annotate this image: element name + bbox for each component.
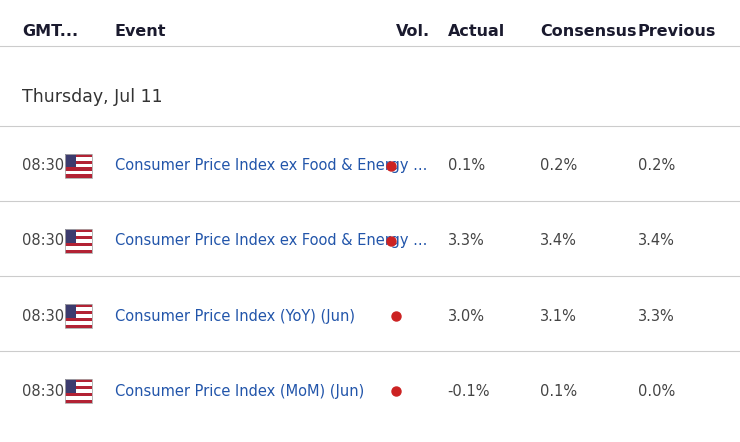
Text: 08:30: 08:30	[22, 309, 64, 324]
FancyBboxPatch shape	[65, 396, 92, 400]
Text: Consumer Price Index ex Food & Energy ...: Consumer Price Index ex Food & Energy ..…	[115, 158, 427, 173]
FancyBboxPatch shape	[65, 307, 92, 311]
Text: 3.1%: 3.1%	[540, 309, 577, 324]
Text: 0.2%: 0.2%	[540, 158, 577, 173]
Text: Actual: Actual	[448, 24, 505, 39]
FancyBboxPatch shape	[65, 304, 92, 307]
FancyBboxPatch shape	[65, 153, 76, 168]
FancyBboxPatch shape	[65, 160, 92, 164]
FancyBboxPatch shape	[65, 386, 92, 389]
FancyBboxPatch shape	[65, 153, 92, 157]
Text: Consensus: Consensus	[540, 24, 636, 39]
Text: 3.3%: 3.3%	[638, 309, 675, 324]
FancyBboxPatch shape	[65, 229, 76, 243]
Text: 3.0%: 3.0%	[448, 309, 485, 324]
Text: GMT...: GMT...	[22, 24, 78, 39]
Text: Vol.: Vol.	[396, 24, 430, 39]
Text: Consumer Price Index (MoM) (Jun): Consumer Price Index (MoM) (Jun)	[115, 384, 364, 399]
FancyBboxPatch shape	[65, 318, 92, 321]
Text: 3.4%: 3.4%	[540, 233, 577, 248]
FancyBboxPatch shape	[65, 304, 76, 318]
FancyBboxPatch shape	[65, 168, 92, 171]
FancyBboxPatch shape	[65, 314, 92, 318]
FancyBboxPatch shape	[65, 236, 92, 239]
Text: Previous: Previous	[638, 24, 716, 39]
FancyBboxPatch shape	[65, 389, 92, 393]
FancyBboxPatch shape	[65, 393, 92, 396]
FancyBboxPatch shape	[65, 379, 76, 393]
Text: Consumer Price Index ex Food & Energy ...: Consumer Price Index ex Food & Energy ..…	[115, 233, 427, 248]
Text: Event: Event	[115, 24, 166, 39]
FancyBboxPatch shape	[65, 243, 92, 246]
Text: 3.3%: 3.3%	[448, 233, 485, 248]
FancyBboxPatch shape	[65, 232, 92, 236]
Text: 08:30: 08:30	[22, 384, 64, 399]
FancyBboxPatch shape	[65, 321, 92, 325]
FancyBboxPatch shape	[65, 382, 92, 386]
Text: 0.0%: 0.0%	[638, 384, 675, 399]
FancyBboxPatch shape	[65, 171, 92, 175]
FancyBboxPatch shape	[65, 379, 92, 382]
Text: 0.1%: 0.1%	[540, 384, 577, 399]
Text: 0.2%: 0.2%	[638, 158, 675, 173]
FancyBboxPatch shape	[65, 400, 92, 403]
Text: 08:30: 08:30	[22, 233, 64, 248]
FancyBboxPatch shape	[65, 325, 92, 328]
Text: Thursday, Jul 11: Thursday, Jul 11	[22, 88, 163, 107]
FancyBboxPatch shape	[65, 229, 92, 232]
Text: 3.4%: 3.4%	[638, 233, 675, 248]
Text: -0.1%: -0.1%	[448, 384, 490, 399]
Text: Consumer Price Index (YoY) (Jun): Consumer Price Index (YoY) (Jun)	[115, 309, 354, 324]
FancyBboxPatch shape	[65, 164, 92, 168]
Text: 08:30: 08:30	[22, 158, 64, 173]
FancyBboxPatch shape	[65, 157, 92, 160]
Text: 0.1%: 0.1%	[448, 158, 485, 173]
FancyBboxPatch shape	[65, 246, 92, 250]
FancyBboxPatch shape	[65, 239, 92, 243]
FancyBboxPatch shape	[65, 250, 92, 253]
FancyBboxPatch shape	[65, 175, 92, 178]
FancyBboxPatch shape	[65, 311, 92, 314]
